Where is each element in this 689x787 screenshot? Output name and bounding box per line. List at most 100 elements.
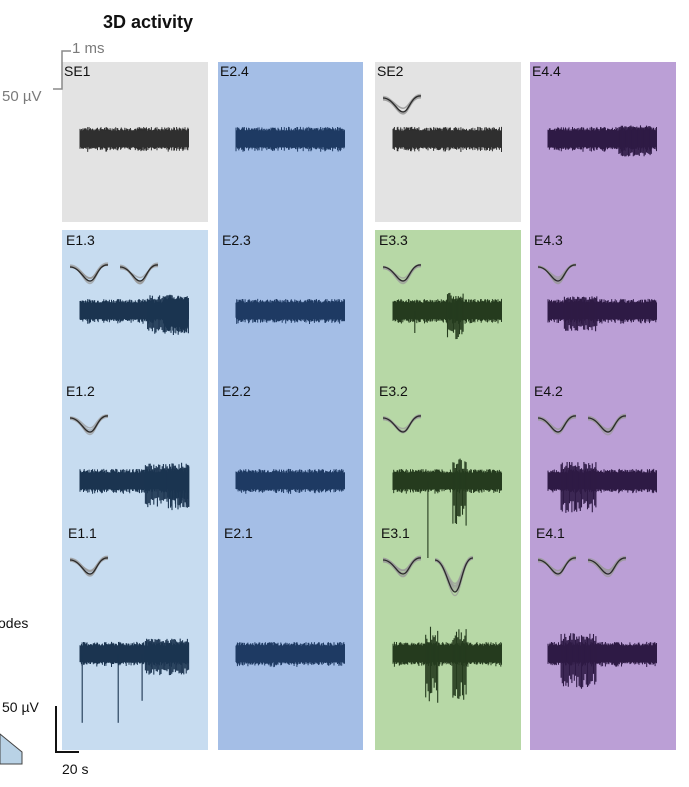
spike-burst (452, 629, 467, 700)
waveform-sample (69, 555, 109, 573)
top-scale-bar-lines (53, 50, 71, 90)
spike-waveform (69, 555, 109, 577)
spike-waveform (587, 555, 627, 578)
electrode-E3.2: E3.2 (379, 383, 502, 558)
spike-waveform (537, 414, 577, 435)
electrode-E1.3: E1.3 (66, 232, 189, 335)
waveform-sample (382, 559, 422, 577)
spike-burst (452, 458, 467, 526)
spike-burst (618, 125, 652, 157)
spike-waveform (434, 555, 474, 597)
waveform-sample (537, 414, 577, 430)
waveform-mean (382, 264, 422, 282)
spike-waveform (382, 263, 422, 285)
electrode-E4.3: E4.3 (534, 232, 657, 332)
waveform-mean (69, 557, 109, 575)
waveform-sample (382, 97, 422, 115)
waveform-sample (587, 559, 627, 578)
spike-burst (560, 633, 597, 689)
panel-c4-0 (530, 62, 676, 750)
top-scale-voltage-label: 50 µV (2, 88, 42, 105)
electrode-label: E3.2 (379, 383, 408, 399)
activity-trace-core (236, 130, 345, 148)
electrode-label: SE1 (64, 63, 91, 79)
spike-waveform (69, 262, 109, 285)
spike-waveform (69, 414, 109, 436)
waveform-sample (434, 555, 474, 589)
electrode-E3.3: E3.3 (379, 232, 502, 340)
waveform-sample (587, 413, 627, 431)
bottom-scale-bar: 50 µV 20 s (2, 699, 88, 777)
electrode-E2.1: E2.1 (224, 525, 345, 668)
activity-trace-core (393, 645, 502, 663)
electrode-label: E1.2 (66, 383, 95, 399)
electrode-label: E4.3 (534, 232, 563, 248)
waveform-mean (382, 95, 422, 113)
figure-title: 3D activity (103, 12, 193, 32)
waveform-mean (69, 415, 109, 433)
spike-waveform (382, 414, 422, 434)
waveform-mean (587, 557, 627, 575)
electrode-label: E1.1 (68, 525, 97, 541)
waveform-mean (537, 415, 577, 433)
electrode-E1.1: E1.1 (68, 525, 190, 723)
activity-trace-core (236, 302, 345, 320)
waveform-mean (382, 415, 422, 433)
spike-waveform (382, 93, 422, 115)
waveform-mean (537, 264, 577, 282)
waveform-sample (434, 558, 474, 597)
electrode-E2.3: E2.3 (222, 232, 345, 324)
electrode-label: E3.3 (379, 232, 408, 248)
electrode-SE2: SE2 (377, 63, 502, 152)
side-label: odes (0, 615, 28, 631)
spike-burst (147, 295, 189, 334)
electrode-E4.1: E4.1 (536, 525, 657, 689)
electrode-label: SE2 (377, 63, 404, 79)
waveform-mean (434, 557, 474, 593)
top-scale-bar: 1 ms 50 µV (2, 40, 105, 105)
electrode-label: E2.4 (220, 63, 249, 79)
bottom-scale-voltage-label: 50 µV (2, 699, 40, 715)
activity-trace-core (80, 130, 189, 148)
electrode-E4.2: E4.2 (534, 383, 657, 513)
waveform-mean (119, 264, 159, 282)
electrode-E1.2: E1.2 (66, 383, 190, 511)
spike-burst (446, 292, 464, 340)
spike-burst (560, 462, 597, 513)
spike-waveform (537, 263, 577, 285)
electrode-label: E1.3 (66, 232, 95, 248)
spike-burst (164, 294, 189, 335)
activity-trace-core (393, 130, 502, 148)
spike-waveform (537, 555, 577, 577)
electrode-E2.4: E2.4 (220, 63, 345, 152)
bottom-scale-time-label: 20 s (62, 761, 88, 777)
spike-burst (425, 626, 439, 703)
activity-trace-core (393, 472, 502, 490)
electrode-label: E4.2 (534, 383, 563, 399)
electrode-SE1: SE1 (64, 63, 189, 152)
spike-burst (144, 638, 190, 676)
spike-burst (563, 296, 598, 332)
spike-waveform (119, 262, 159, 285)
panel-c2-0 (218, 62, 363, 750)
top-scale-time-label: 1 ms (72, 40, 105, 57)
electrode-label: E2.2 (222, 383, 251, 399)
electrode-E2.2: E2.2 (222, 383, 345, 494)
spike-waveform (382, 555, 422, 578)
electrode-label: E2.3 (222, 232, 251, 248)
electrode-E3.1: E3.1 (381, 525, 502, 703)
spike-waveform (587, 413, 627, 436)
electrode-label: E4.4 (532, 63, 561, 79)
activity-trace-core (236, 472, 345, 490)
electrode-label: E4.1 (536, 525, 565, 541)
waveform-mean (69, 264, 109, 282)
waveform-mean (587, 415, 627, 433)
waveform-mean (382, 557, 422, 575)
electrode-label: E3.1 (381, 525, 410, 541)
device-shape-fragment (0, 733, 23, 765)
trace-layer: SE1 E1.3 E1.2 E1.1 E2.4 E2.3 E2.2 E2.1 SE2 E3.3 E3… (64, 63, 657, 723)
bottom-scale-bar-lines (55, 706, 79, 753)
activity-trace-core (236, 645, 345, 663)
spike-burst (166, 462, 190, 511)
